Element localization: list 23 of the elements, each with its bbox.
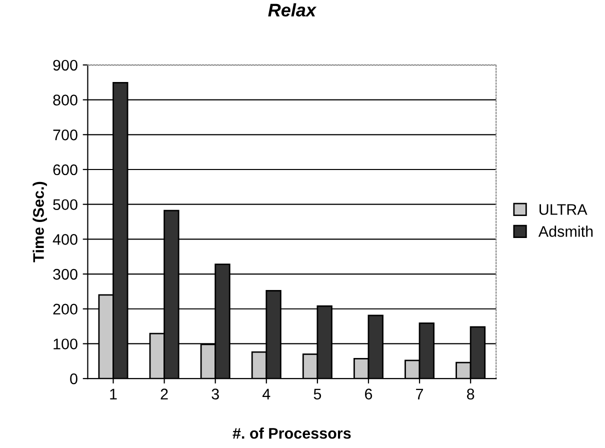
y-tick-label: 200 bbox=[53, 304, 78, 315]
y-tick-label: 100 bbox=[54, 338, 78, 350]
x-tick-label: 5 bbox=[314, 388, 322, 400]
y-tick-label: 600 bbox=[53, 164, 78, 176]
y-tick-label: 900 bbox=[53, 60, 78, 71]
y-tick-label: 500 bbox=[53, 199, 78, 210]
x-tick-label: 8 bbox=[466, 388, 474, 400]
x-tick-label: 2 bbox=[160, 388, 168, 400]
y-axis-title: Time (Sec.) bbox=[32, 182, 47, 262]
x-tick-label: 3 bbox=[212, 388, 219, 400]
y-tick-label: 0 bbox=[70, 373, 78, 384]
y-tick-label: 800 bbox=[53, 94, 78, 106]
chart-title: Relax bbox=[268, 3, 317, 17]
x-axis-title: #. of Processors bbox=[232, 428, 351, 439]
x-tick-label: 4 bbox=[262, 388, 270, 400]
legend-label: Adsmith bbox=[538, 226, 593, 237]
y-tick-label: 300 bbox=[53, 268, 78, 280]
legend-label: ULTRA bbox=[540, 204, 588, 215]
y-tick-label: 400 bbox=[52, 234, 78, 245]
x-tick-label: 7 bbox=[416, 388, 424, 400]
x-tick-label: 6 bbox=[365, 388, 372, 400]
x-tick-label: 1 bbox=[110, 388, 117, 400]
y-tick-label: 700 bbox=[53, 130, 78, 140]
